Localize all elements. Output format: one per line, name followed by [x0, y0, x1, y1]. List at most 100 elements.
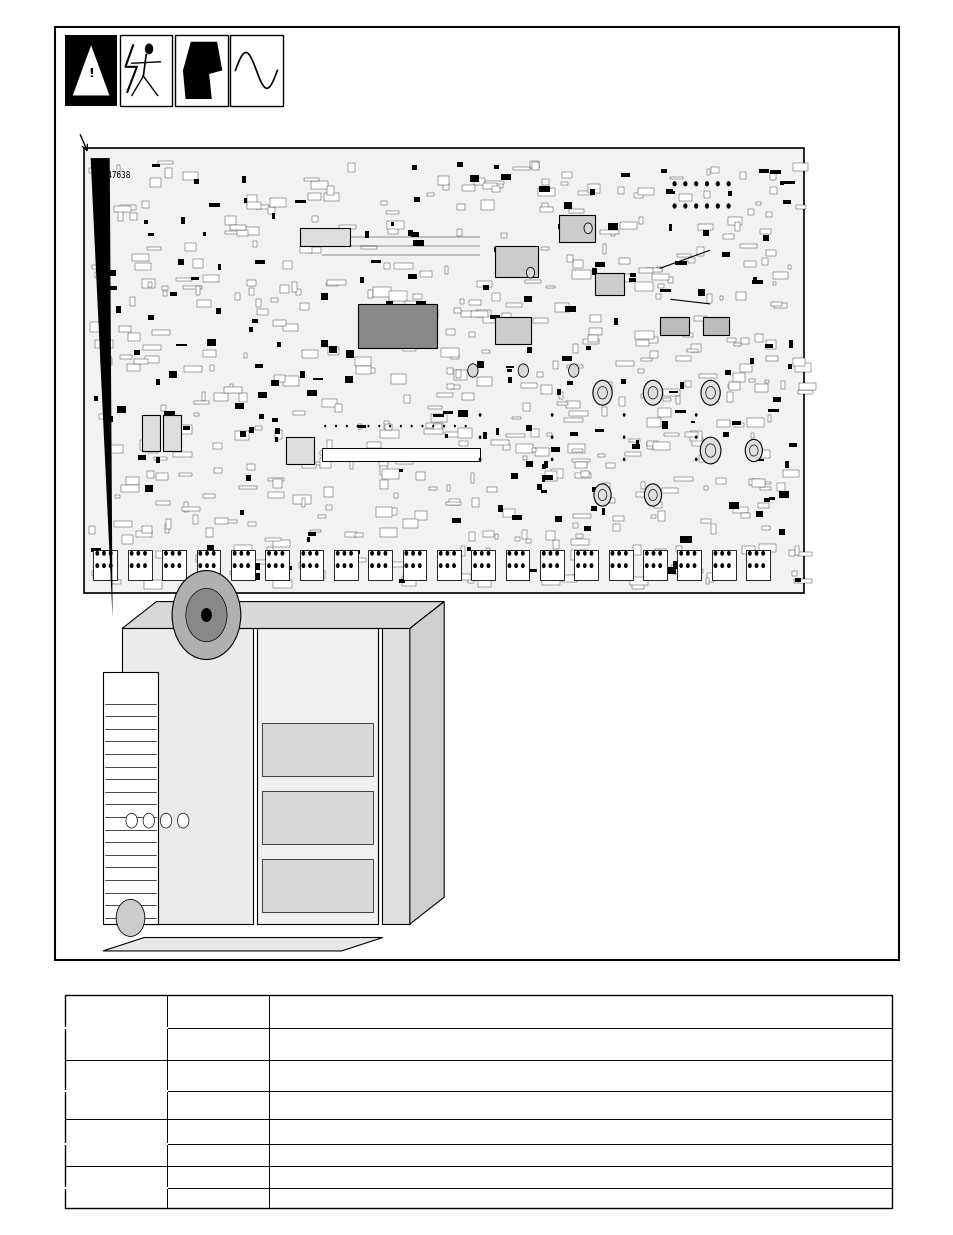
Bar: [618, 274, 632, 283]
Bar: [274, 437, 277, 442]
Bar: [767, 409, 778, 412]
Bar: [526, 461, 532, 467]
Bar: [350, 461, 353, 469]
Bar: [758, 169, 768, 173]
Bar: [128, 333, 139, 341]
Polygon shape: [122, 601, 444, 629]
Bar: [791, 571, 796, 577]
Bar: [731, 421, 740, 425]
Bar: [564, 201, 571, 209]
Bar: [450, 385, 460, 389]
Bar: [485, 548, 490, 553]
Bar: [495, 534, 497, 540]
Bar: [760, 487, 770, 490]
Bar: [765, 356, 777, 361]
Circle shape: [726, 551, 730, 556]
Bar: [634, 193, 642, 198]
Bar: [126, 477, 139, 485]
Bar: [748, 479, 759, 485]
Bar: [203, 232, 206, 236]
Bar: [472, 498, 478, 508]
Circle shape: [685, 551, 689, 556]
Bar: [164, 411, 174, 415]
Bar: [565, 400, 579, 409]
Circle shape: [274, 551, 277, 556]
Bar: [93, 550, 117, 580]
Bar: [293, 495, 311, 504]
Bar: [530, 161, 538, 168]
Circle shape: [246, 551, 250, 556]
Bar: [425, 422, 443, 427]
Bar: [239, 431, 246, 437]
Bar: [682, 332, 692, 337]
Circle shape: [700, 437, 720, 464]
Circle shape: [694, 182, 698, 186]
Bar: [339, 225, 355, 228]
Bar: [566, 366, 582, 368]
Circle shape: [454, 425, 456, 427]
Circle shape: [143, 551, 147, 556]
Bar: [416, 556, 422, 563]
Bar: [595, 262, 605, 267]
Bar: [324, 193, 338, 201]
Bar: [94, 395, 98, 400]
Bar: [510, 473, 517, 479]
Bar: [467, 547, 470, 551]
Bar: [157, 161, 172, 164]
Bar: [476, 282, 492, 288]
Circle shape: [452, 551, 456, 556]
Bar: [699, 454, 710, 462]
Circle shape: [164, 563, 168, 568]
Bar: [767, 415, 770, 422]
Bar: [91, 266, 107, 269]
Bar: [526, 425, 532, 431]
Bar: [138, 456, 146, 461]
Bar: [574, 550, 598, 580]
Bar: [578, 191, 592, 195]
Bar: [253, 241, 256, 247]
Bar: [539, 207, 552, 212]
Bar: [546, 433, 551, 436]
Bar: [494, 246, 537, 277]
Bar: [55, 27, 898, 960]
Bar: [690, 343, 700, 352]
Bar: [437, 177, 449, 185]
Bar: [506, 433, 524, 437]
Bar: [492, 186, 499, 191]
Bar: [394, 263, 412, 269]
Circle shape: [726, 182, 730, 186]
Circle shape: [145, 43, 153, 54]
Bar: [706, 169, 709, 174]
Bar: [430, 414, 446, 422]
Bar: [178, 473, 192, 477]
Bar: [453, 308, 460, 312]
Bar: [246, 474, 251, 482]
Bar: [747, 209, 753, 215]
Bar: [384, 263, 390, 268]
Bar: [497, 505, 502, 513]
Circle shape: [747, 563, 751, 568]
Bar: [781, 200, 790, 204]
Bar: [148, 446, 158, 453]
Bar: [301, 463, 315, 468]
Bar: [89, 526, 95, 535]
Bar: [569, 432, 577, 436]
Circle shape: [102, 551, 106, 556]
Bar: [585, 346, 591, 350]
Bar: [268, 571, 285, 577]
Bar: [155, 457, 160, 463]
Bar: [428, 487, 436, 490]
Circle shape: [582, 551, 586, 556]
Circle shape: [342, 551, 346, 556]
Circle shape: [177, 563, 181, 568]
Bar: [651, 515, 656, 519]
Bar: [283, 324, 298, 331]
Bar: [254, 364, 263, 368]
Bar: [436, 550, 460, 580]
Bar: [345, 532, 356, 537]
Bar: [619, 222, 637, 230]
Circle shape: [335, 551, 339, 556]
Bar: [428, 406, 441, 409]
Bar: [797, 552, 811, 556]
Bar: [660, 169, 666, 173]
